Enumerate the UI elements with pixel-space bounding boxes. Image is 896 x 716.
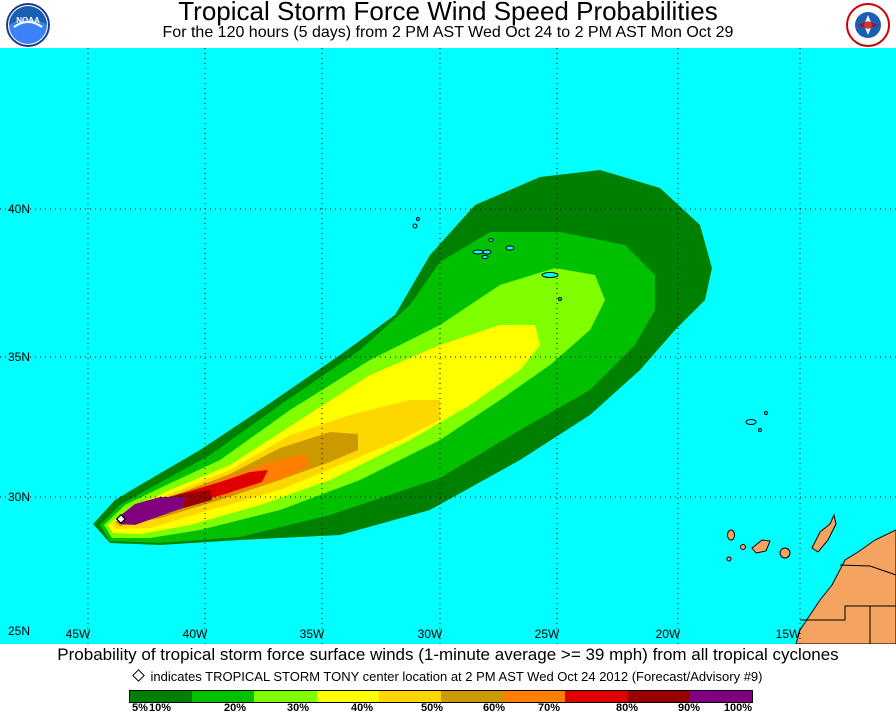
storm-note-text: indicates TROPICAL STORM TONY center loc…: [150, 669, 763, 684]
legend-labels: 5% 10% 20% 30% 40% 50% 60% 70% 80% 90% 100%: [0, 702, 896, 716]
madeira-islands: [745, 411, 768, 432]
noaa-logo-icon: NOAA: [6, 3, 50, 47]
legend-label: 100%: [723, 702, 753, 714]
lon-label: 15W: [776, 627, 801, 641]
legend-label: 50%: [420, 702, 444, 714]
storm-center-marker-icon: [115, 513, 127, 525]
lon-label: 30W: [418, 627, 443, 641]
legend-swatch: [503, 691, 566, 702]
legend-swatch: [254, 691, 317, 702]
lat-label: 40N: [8, 202, 30, 216]
storm-note: indicates TROPICAL STORM TONY center loc…: [0, 669, 896, 684]
probability-map: 40N 35N 30N 25N 45W 40W 35W 30W 25W 20W …: [0, 48, 896, 644]
canary-islands: [726, 513, 837, 562]
legend-label: 40%: [350, 702, 374, 714]
contour-90pct: [116, 497, 185, 525]
land-border: [800, 564, 896, 644]
lon-label: 45W: [66, 627, 91, 641]
page-subtitle: For the 120 hours (5 days) from 2 PM AST…: [162, 24, 734, 41]
page-title: Tropical Storm Force Wind Speed Probabil…: [178, 0, 718, 26]
legend-swatch: [130, 691, 193, 702]
lon-label: 40W: [183, 627, 208, 641]
legend-swatch: [627, 691, 690, 702]
legend-label: 10%: [148, 702, 172, 714]
legend-label: 70%: [537, 702, 561, 714]
legend-swatch: [689, 691, 753, 702]
diamond-icon: [131, 669, 145, 682]
lon-label: 35W: [300, 627, 325, 641]
header: NOAA Tropical Storm Force Wind Speed Pro…: [0, 0, 896, 48]
legend-bar: [129, 690, 753, 703]
lat-label: 25N: [8, 624, 30, 638]
azores-islands: [412, 217, 562, 301]
legend-label: 90%: [677, 702, 701, 714]
legend-label: 20%: [223, 702, 247, 714]
legend-swatch: [192, 691, 255, 702]
lon-label: 25W: [535, 627, 560, 641]
map-caption: Probability of tropical storm force surf…: [57, 645, 839, 664]
legend-label: 5%: [132, 702, 148, 714]
lat-label: 30N: [8, 490, 30, 504]
svg-text:NOAA: NOAA: [16, 16, 40, 25]
lon-label: 20W: [656, 627, 681, 641]
legend-swatch: [565, 691, 628, 702]
legend-label: 30%: [286, 702, 310, 714]
legend-label: 80%: [615, 702, 639, 714]
legend-swatch: [378, 691, 442, 702]
africa-land: [795, 529, 896, 644]
legend-label: 60%: [482, 702, 506, 714]
legend-swatch: [441, 691, 504, 702]
legend-swatch: [316, 691, 379, 702]
nws-logo-icon: [846, 3, 890, 47]
lat-label: 35N: [8, 350, 30, 364]
